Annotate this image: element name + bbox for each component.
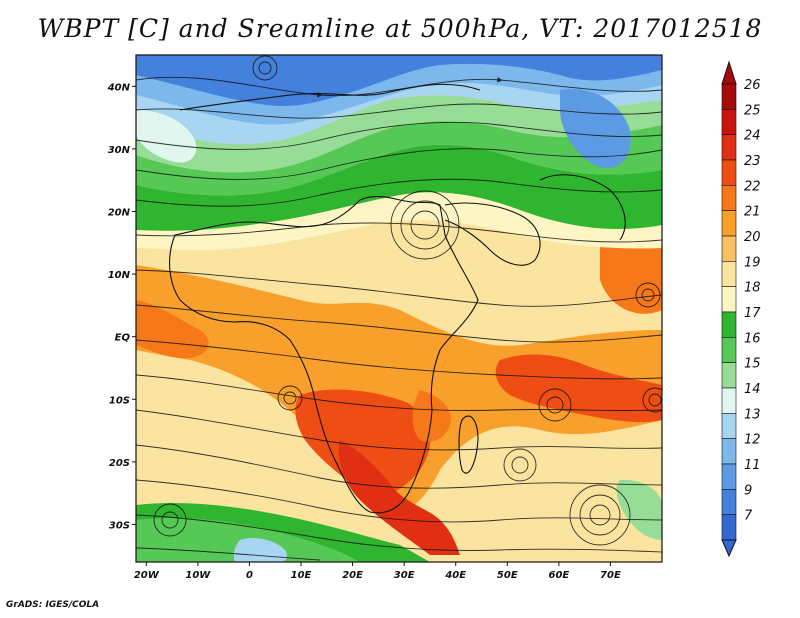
colorbar-label: 9 (744, 483, 752, 498)
lat-tick-label: 20N (108, 207, 131, 218)
colorbar-label: 12 (744, 433, 761, 448)
hot-zone-southern-africa (295, 389, 431, 495)
orange-zone (136, 265, 662, 510)
colorbar-label: 18 (744, 281, 761, 296)
colorbar-swatch (721, 438, 737, 465)
colorbar-label: 21 (744, 205, 761, 220)
india-coastline (539, 174, 626, 241)
colorbar-label: 17 (744, 306, 761, 321)
colorbar-swatch (721, 261, 737, 287)
lon-tick-label: 20W (134, 570, 160, 581)
colorbar-label: 15 (744, 357, 761, 372)
colorbar-swatch (721, 159, 737, 186)
southern-green-patch (616, 479, 662, 540)
colorbar-swatch (721, 387, 737, 414)
latitude-axis: 40N 30N 20N 10N EQ 10S 20S 30S (107, 82, 136, 531)
colorbar-swatch (721, 514, 737, 541)
lat-tick-label: 10S (109, 395, 130, 406)
europe-coastline (179, 83, 481, 111)
lat-tick-label: EQ (115, 333, 131, 344)
colorbar-label: 13 (744, 407, 761, 422)
colorbar: 26 25 24 23 22 21 20 19 18 17 16 15 14 13 12 11 9 7 (721, 60, 761, 558)
pale-green-band (136, 95, 662, 173)
colorbar-swatch (721, 235, 737, 262)
colorbar-swatch (721, 489, 737, 515)
plot-frame (135, 54, 663, 563)
lon-tick-label: 50E (497, 570, 518, 581)
lon-tick-label: 10W (185, 570, 211, 581)
lon-tick-label: 0 (246, 570, 253, 581)
colorbar-label: 16 (744, 331, 761, 346)
colorbar-label: 11 (744, 458, 761, 473)
lon-tick-label: 30E (394, 570, 415, 581)
hot-zone-indian-ocean (495, 354, 662, 423)
map-plot-area (136, 55, 662, 562)
grads-credit: GrADS: IGES/COLA (6, 600, 100, 610)
colorbar-swatch (721, 413, 737, 439)
pale-band (136, 190, 662, 250)
trough-east (560, 89, 631, 169)
lon-tick-label: 40E (444, 570, 466, 581)
colorbar-label: 25 (744, 103, 761, 118)
colorbar-swatch (721, 311, 737, 338)
lon-tick-label: 60E (548, 570, 569, 581)
lon-tick-label: 70E (600, 570, 621, 581)
colorbar-swatch (721, 463, 737, 490)
colorbar-swatch (721, 134, 737, 161)
colorbar-label: 23 (744, 154, 761, 169)
colorbar-label: 22 (744, 179, 761, 194)
lat-tick-label: 40N (107, 82, 131, 93)
africa-coastline (169, 196, 479, 514)
colorbar-swatch (721, 362, 737, 389)
hot-zone-south (338, 440, 460, 555)
orange-zone-west (136, 300, 209, 359)
colorbar-swatch (721, 185, 737, 211)
green-band (136, 144, 662, 231)
colorbar-label: 19 (744, 255, 761, 270)
colorbar-min-arrow (721, 539, 737, 558)
streamlines (136, 55, 662, 561)
pale-cyan-patch (136, 110, 197, 163)
lon-tick-label: 20E (342, 570, 363, 581)
lon-tick-label: 10E (291, 570, 312, 581)
colorbar-swatch (721, 286, 737, 313)
arabia-coastline (444, 202, 541, 266)
colorbar-label: 14 (744, 382, 761, 397)
lat-tick-label: 30N (108, 145, 131, 156)
coastlines (169, 83, 626, 514)
light-green-band (136, 121, 662, 196)
colorbar-swatch (721, 210, 737, 237)
deep-blue-band (136, 55, 662, 106)
colorbar-label: 26 (744, 78, 761, 93)
lat-tick-label: 10N (108, 270, 131, 281)
colorbar-max-arrow (721, 60, 737, 85)
lat-tick-label: 20S (109, 458, 130, 469)
colorbar-label: 7 (744, 509, 753, 524)
madagascar-coastline (458, 415, 479, 474)
colorbar-label: 24 (744, 129, 761, 144)
colorbar-swatch (721, 83, 737, 110)
colorbar-swatch (721, 109, 737, 135)
southern-blue-patch (233, 538, 288, 562)
colorbar-label: 20 (744, 230, 761, 245)
longitude-axis: 20W 10W 0 10E 20E 30E 40E 50E 60E 70E (134, 562, 621, 581)
lat-tick-label: 30S (109, 520, 130, 531)
colorbar-swatch (721, 337, 737, 363)
map-title: WBPT [C] and Sreamline at 500hPa, VT: 20… (37, 14, 763, 43)
